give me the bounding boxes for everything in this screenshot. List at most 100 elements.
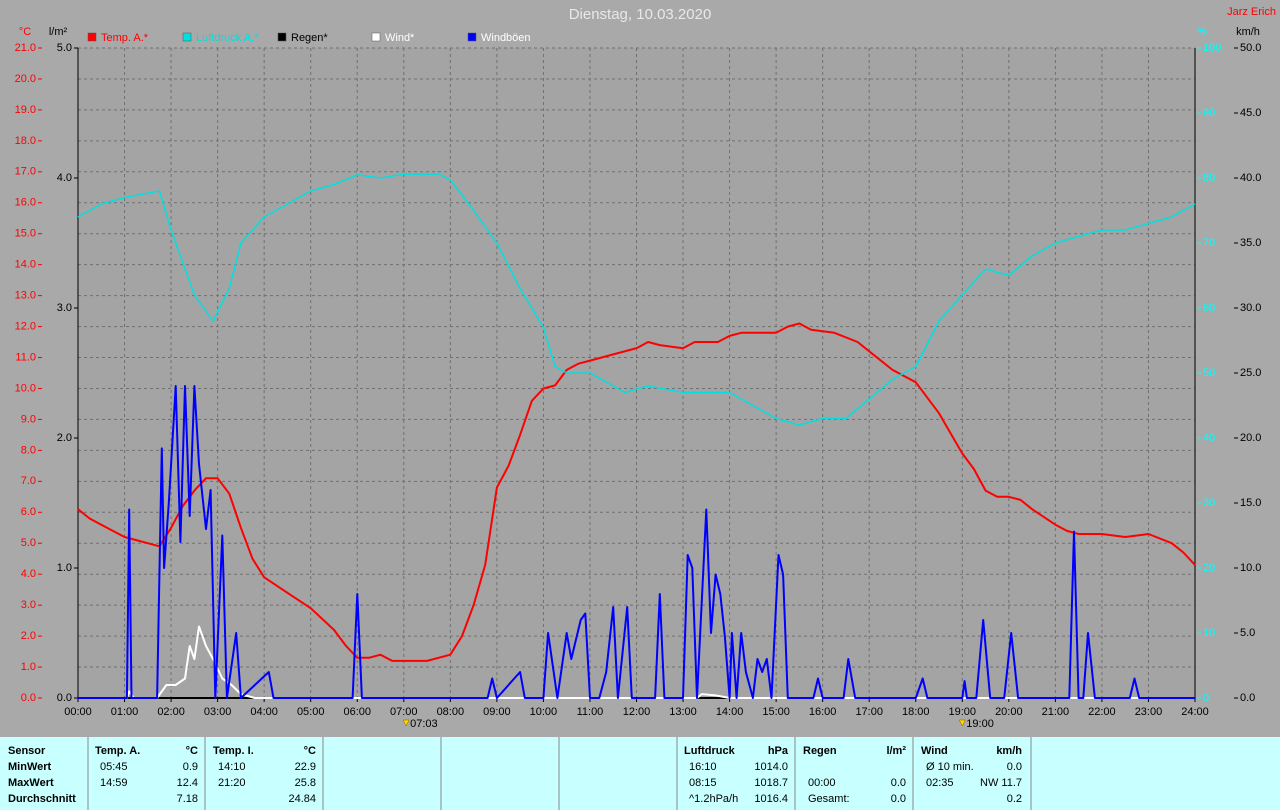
x-tick-label: 10:00: [530, 706, 558, 718]
stats-unit: °C: [304, 745, 316, 757]
legend-label: Temp. A.*: [101, 32, 149, 44]
x-tick-label: 12:00: [623, 706, 651, 718]
stats-header: Wind: [921, 745, 948, 757]
stats-header: Temp. A.: [95, 745, 140, 757]
y-tick-label: 100: [1203, 42, 1221, 54]
x-tick-label: 24:00: [1181, 706, 1209, 718]
x-tick-label: 01:00: [111, 706, 139, 718]
x-tick-label: 15:00: [762, 706, 790, 718]
stats-row-label: MaxWert: [8, 777, 54, 789]
legend-swatch: [371, 32, 381, 42]
x-tick-label: 03:00: [204, 706, 232, 718]
y-tick-label: 3.0: [21, 599, 36, 611]
legend-swatch: [467, 32, 477, 42]
y-tick-label: 5.0: [1240, 627, 1255, 639]
y-tick-label: 5.0: [57, 42, 72, 54]
stats-panel: [0, 737, 1280, 810]
y-tick-label: 15.0: [15, 228, 36, 240]
stats-cell: 1018.7: [754, 777, 788, 789]
y-tick-label: 30: [1203, 497, 1215, 509]
y-tick-label: 20.0: [15, 73, 36, 85]
y-tick-label: 0.0: [21, 692, 36, 704]
y-tick-label: 45.0: [1240, 107, 1261, 119]
series-line: [78, 385, 1195, 699]
stats-cell: 0.0: [891, 793, 906, 805]
x-tick-label: 02:00: [157, 706, 185, 718]
author: Jarz Erich: [1227, 6, 1276, 18]
stats-cell: Ø 10 min.: [926, 761, 974, 773]
stats-cell: 24.84: [288, 793, 316, 805]
stats-cell: 05:45: [100, 761, 128, 773]
y-tick-label: 30.0: [1240, 302, 1261, 314]
x-tick-label: 11:00: [577, 706, 604, 718]
y-axis-label: km/h: [1236, 26, 1260, 38]
legend-label: Windböen: [481, 32, 531, 44]
stats-unit: hPa: [768, 745, 789, 757]
stats-cell: 14:59: [100, 777, 128, 789]
y-tick-label: 25.0: [1240, 367, 1261, 379]
x-tick-label: 19:00: [949, 706, 977, 718]
x-tick-label: 05:00: [297, 706, 325, 718]
sun-marker: [402, 719, 410, 727]
y-tick-label: 50.0: [1240, 42, 1261, 54]
y-tick-label: 8.0: [21, 444, 36, 456]
stats-cell: 7.18: [177, 793, 198, 805]
stats-cell: 0.9: [183, 761, 198, 773]
x-tick-label: 17:00: [855, 706, 883, 718]
stats-cell: 1014.0: [754, 761, 788, 773]
x-tick-label: 06:00: [343, 706, 371, 718]
stats-cell: Gesamt:: [808, 793, 850, 805]
y-tick-label: 18.0: [15, 135, 36, 147]
sun-marker: [958, 719, 966, 727]
y-tick-label: 2.0: [21, 630, 36, 642]
stats-header: Sensor: [8, 745, 46, 757]
y-tick-label: 35.0: [1240, 237, 1261, 249]
stats-header: Luftdruck: [684, 745, 736, 757]
legend-swatch: [182, 32, 192, 42]
x-tick-label: 20:00: [995, 706, 1023, 718]
stats-cell: 21:20: [218, 777, 246, 789]
stats-cell: 22.9: [295, 761, 316, 773]
legend-label: Wind*: [385, 32, 415, 44]
x-tick-label: 08:00: [437, 706, 465, 718]
y-tick-label: 4.0: [21, 568, 36, 580]
y-tick-label: 13.0: [15, 290, 36, 302]
legend-label: Luftdruck A.*: [196, 32, 259, 44]
y-tick-label: 1.0: [21, 661, 36, 673]
stats-cell: 08:15: [689, 777, 717, 789]
y-tick-label: 0.0: [57, 692, 72, 704]
x-tick-label: 18:00: [902, 706, 930, 718]
x-tick-label: 09:00: [483, 706, 511, 718]
stats-cell: 16:10: [689, 761, 717, 773]
y-tick-label: 11.0: [15, 351, 36, 363]
stats-cell: 00:00: [808, 777, 836, 789]
y-tick-label: 4.0: [57, 172, 72, 184]
sun-label: 07:03: [410, 718, 438, 730]
y-tick-label: 5.0: [21, 537, 36, 549]
stats-cell: 1016.4: [754, 793, 788, 805]
x-tick-label: 14:00: [716, 706, 744, 718]
y-tick-label: 1.0: [57, 562, 72, 574]
stats-cell: 14:10: [218, 761, 246, 773]
stats-cell: 02:35: [926, 777, 954, 789]
y-tick-label: 40.0: [1240, 172, 1261, 184]
y-tick-label: 10: [1203, 627, 1215, 639]
y-tick-label: 17.0: [15, 166, 36, 178]
stats-cell: 0.0: [891, 777, 906, 789]
y-tick-label: 3.0: [57, 302, 72, 314]
stats-header: Regen: [803, 745, 837, 757]
stats-cell: 0.2: [1007, 793, 1022, 805]
y-tick-label: 50: [1203, 367, 1215, 379]
x-tick-label: 13:00: [669, 706, 697, 718]
x-tick-label: 23:00: [1135, 706, 1163, 718]
x-tick-label: 04:00: [250, 706, 278, 718]
y-tick-label: 10.0: [15, 382, 36, 394]
stats-row-label: Durchschnitt: [8, 793, 76, 805]
y-tick-label: 6.0: [21, 506, 36, 518]
y-tick-label: 2.0: [57, 432, 72, 444]
y-axis-label: l/m²: [49, 26, 68, 38]
legend-swatch: [277, 32, 287, 42]
y-axis-label: %: [1197, 26, 1207, 38]
stats-cell: 12.4: [177, 777, 198, 789]
